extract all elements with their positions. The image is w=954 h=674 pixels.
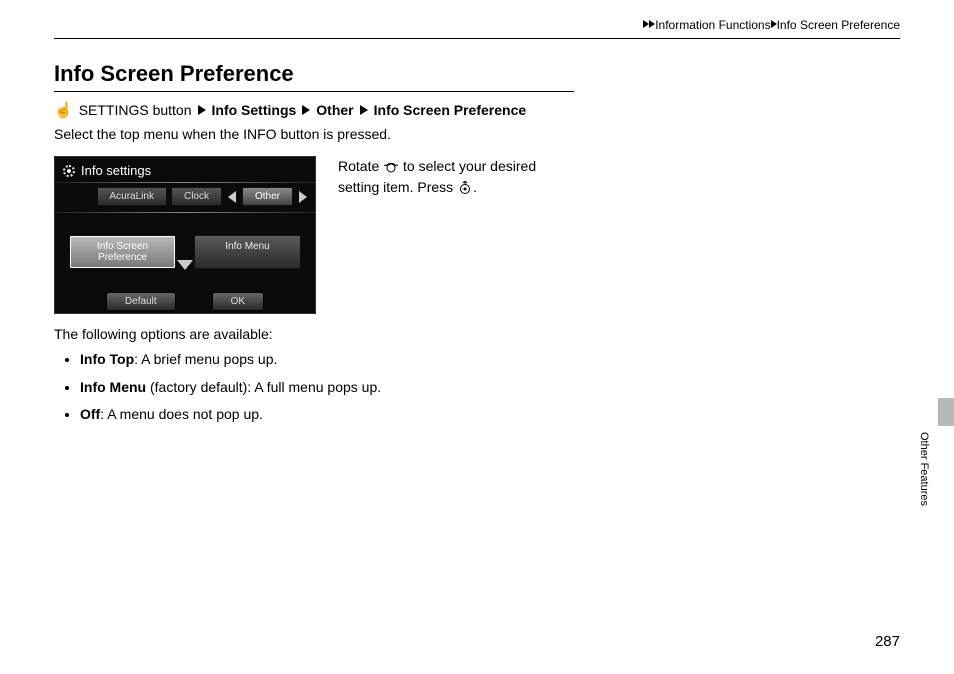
gear-icon [63,165,75,177]
option-label: Info Top [80,351,134,367]
arrow-right-icon [198,105,206,115]
breadcrumb-seg: Info Screen Preference [777,18,900,32]
rotate-dial-icon [383,160,399,174]
option-item: Info Top: A brief menu pops up. [80,350,900,370]
nav-path: ☝ SETTINGS button Info Settings Other In… [54,102,900,118]
instruction-part: . [473,179,477,195]
device-footer: Default OK [55,292,315,313]
instruction-text: Rotate to select your desired setting it… [338,156,558,198]
device-header: Info settings [55,157,315,182]
device-screenshot: Info settings AcuraLink Clock Other Info… [54,156,316,314]
arrow-right-icon [302,105,310,115]
nav-step: Other [316,102,353,118]
options-list: Info Top: A brief menu pops up. Info Men… [54,350,900,425]
nav-step: Info Screen Preference [374,102,527,118]
page-number: 287 [875,633,900,650]
arrow-right-icon [299,191,307,203]
arrow-left-icon [228,191,236,203]
option-label: Info Menu [80,379,146,395]
device-option-info-screen-pref: Info Screen Preference [69,235,176,269]
page-content: Information Functions Info Screen Prefere… [54,18,900,433]
option-desc: : A brief menu pops up. [134,351,277,367]
device-header-label: Info settings [81,163,151,178]
device-option-info-menu: Info Menu [194,235,301,269]
device-default-button: Default [106,292,176,311]
device-body: Info Screen Preference Info Menu [55,213,315,292]
device-ok-button: OK [212,292,264,311]
device-tab-acuralink: AcuraLink [97,187,167,206]
option-note: (factory default) [146,379,247,395]
page-title: Info Screen Preference [54,61,574,92]
section-tab-marker [938,398,954,426]
arrow-down-icon [177,260,193,270]
content-row: Info settings AcuraLink Clock Other Info… [54,156,900,314]
device-tab-clock: Clock [171,187,222,206]
instruction-part: Rotate [338,158,383,174]
option-label: Off [80,406,100,422]
device-tab-other: Other [242,187,293,206]
section-label: Other Features [918,432,930,506]
nav-step: Info Settings [212,102,297,118]
arrow-right-icon [360,105,368,115]
nav-settings-button: SETTINGS button [79,102,192,118]
option-desc: : A full menu pops up. [247,379,381,395]
intro-text: Select the top menu when the INFO button… [54,126,900,142]
hand-icon: ☝ [54,103,73,118]
option-item: Off: A menu does not pop up. [80,405,900,425]
device-tabs: AcuraLink Clock Other [55,183,315,212]
breadcrumb: Information Functions Info Screen Prefere… [54,18,900,39]
breadcrumb-seg: Information Functions [655,18,770,32]
option-desc: : A menu does not pop up. [100,406,263,422]
option-item: Info Menu (factory default): A full menu… [80,378,900,398]
enter-button-icon [457,181,473,195]
options-intro: The following options are available: [54,326,900,342]
